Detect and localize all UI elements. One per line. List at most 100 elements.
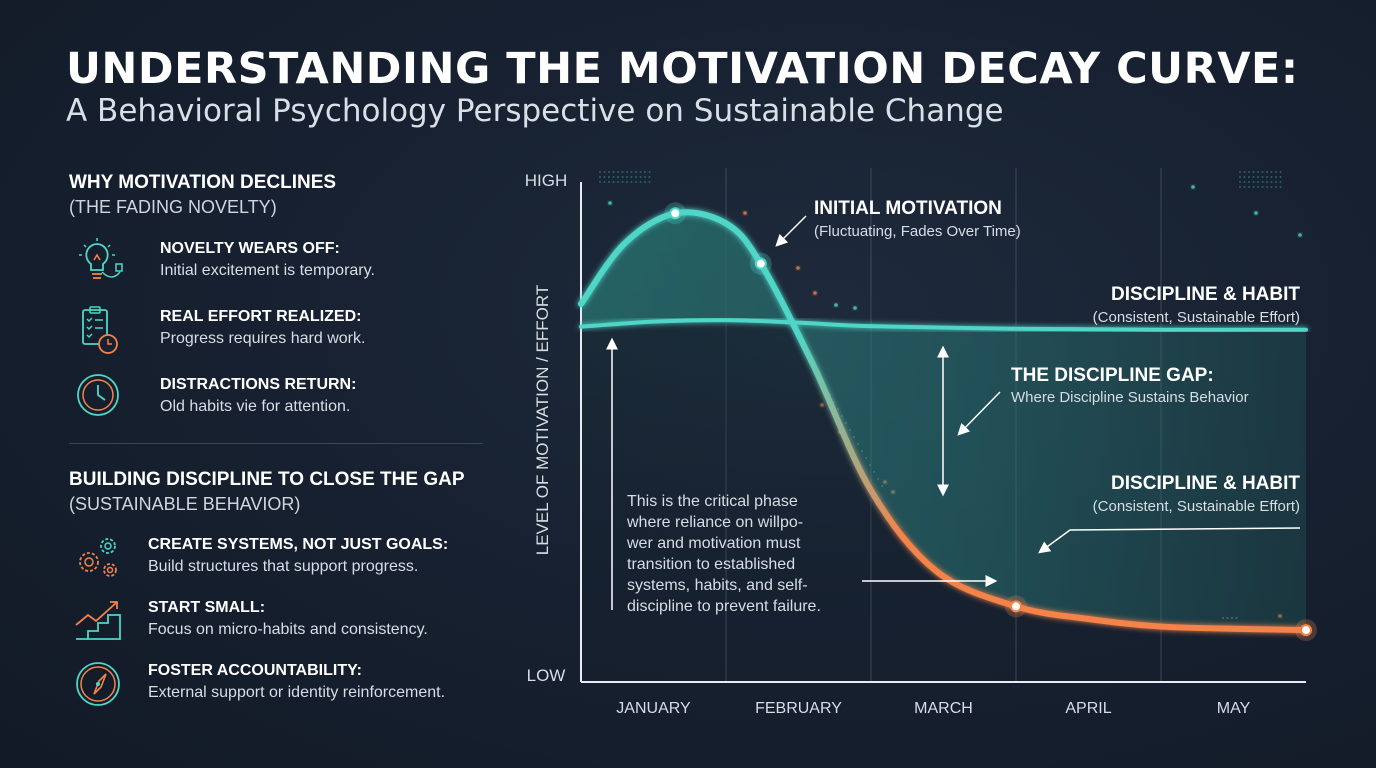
list-item-distractions: DISTRACTIONS RETURN: Old habits vie for … <box>70 372 490 428</box>
decor-dot <box>626 176 628 178</box>
chart-points <box>664 202 1317 642</box>
decor-dot <box>1275 171 1277 173</box>
decor-dot <box>608 171 610 173</box>
decor-dot <box>1239 176 1241 178</box>
decor-dot <box>1252 186 1255 188</box>
item-heading: NOVELTY WEARS OFF: <box>160 240 340 257</box>
decor-dot <box>635 176 637 178</box>
decor-dot <box>1270 171 1273 173</box>
decor-dot <box>621 176 624 178</box>
decor-dot <box>1252 171 1255 173</box>
checklist-clock-icon <box>82 306 118 354</box>
decor-dot <box>1261 176 1264 178</box>
decor-dot <box>639 171 642 173</box>
data-point <box>1300 624 1312 637</box>
decor-dot <box>603 181 606 183</box>
decor-dot <box>1239 186 1241 188</box>
decor-dot <box>612 176 615 178</box>
annotation-discipline-low-title: DISCIPLINE & HABIT <box>1111 473 1300 494</box>
critical-phase-line: wer and motivation must <box>626 535 801 552</box>
decor-dot <box>635 171 637 173</box>
item-heading: REAL EFFORT REALIZED: <box>160 308 362 325</box>
decor-dot <box>1239 171 1241 173</box>
series-line-discipline <box>579 318 1308 332</box>
item-heading: DISTRACTIONS RETURN: <box>160 376 357 393</box>
item-description: External support or identity reinforceme… <box>148 684 446 701</box>
decor-dot <box>1275 181 1277 183</box>
clock-icon <box>77 374 119 416</box>
lightbulb-icon <box>79 238 123 279</box>
arrow-gap <box>957 391 1001 436</box>
decor-dot <box>1257 181 1259 183</box>
arrow-initial-motivation <box>775 215 807 247</box>
decor-dot <box>626 181 628 183</box>
annotation-discipline-sub: (Consistent, Sustainable Effort) <box>1093 309 1300 326</box>
section-divider <box>69 443 483 444</box>
annotation-initial-motivation-title: INITIAL MOTIVATION <box>814 198 1002 219</box>
list-item-novelty: NOVELTY WEARS OFF: Initial excitement is… <box>70 236 490 292</box>
list-item-start-small: START SMALL: Focus on micro-habits and c… <box>70 595 490 651</box>
x-tick-label: JANUARY <box>616 700 691 717</box>
decor-dot <box>1270 181 1273 183</box>
decor-dot <box>1248 176 1250 178</box>
decor-dot <box>1270 176 1273 178</box>
decor-sparkle <box>1254 211 1258 215</box>
decor-dot <box>1243 181 1246 183</box>
item-description: Focus on micro-habits and consistency. <box>148 621 428 638</box>
annotation-discipline-title: DISCIPLINE & HABIT <box>1111 284 1300 305</box>
decor-dot <box>1275 186 1277 188</box>
decor-dot <box>608 176 610 178</box>
decor-dot <box>1243 176 1246 178</box>
decor-dot <box>1252 181 1255 183</box>
decor-dot <box>1266 186 1268 188</box>
decor-sparkle <box>796 266 800 270</box>
data-point <box>754 257 767 270</box>
decor-sparkle <box>1191 185 1195 189</box>
decor-dot <box>1266 176 1268 178</box>
critical-phase-line: systems, habits, and self- <box>627 577 808 594</box>
decor-sparkle <box>853 306 857 310</box>
decor-dot <box>626 171 628 173</box>
decor-dot <box>1243 186 1246 188</box>
decor-dot <box>1257 171 1259 173</box>
decor-dot <box>648 171 651 173</box>
section-title-building-discipline: BUILDING DISCIPLINE TO CLOSE THE GAP <box>69 469 465 490</box>
decor-dot <box>1279 176 1282 178</box>
annotation-gap-sub: Where Discipline Sustains Behavior <box>1011 389 1249 406</box>
motivation-decay-chart: HIGH LOW LEVEL OF MOTIVATION / EFFORT JA… <box>525 168 1317 717</box>
decor-dot <box>1243 171 1246 173</box>
decor-dot <box>612 181 615 183</box>
critical-phase-line: discipline to prevent failure. <box>627 598 821 615</box>
decor-dot <box>1270 186 1273 188</box>
critical-phase-line: where reliance on willpo- <box>626 514 803 531</box>
decor-dot <box>1279 171 1282 173</box>
list-item-effort: REAL EFFORT REALIZED: Progress requires … <box>70 304 490 360</box>
item-heading: START SMALL: <box>148 599 266 616</box>
decor-dot <box>603 171 606 173</box>
decor-dot <box>621 171 624 173</box>
decor-dot <box>621 181 624 183</box>
area-under-curve <box>581 212 1306 682</box>
decor-dot <box>1266 181 1268 183</box>
decor-dot <box>603 176 606 178</box>
decor-sparkle <box>834 303 838 307</box>
compass-icon <box>76 662 120 706</box>
list-item-systems: CREATE SYSTEMS, NOT JUST GOALS: Build st… <box>70 532 490 588</box>
page-title: UNDERSTANDING THE MOTIVATION DECAY CURVE… <box>66 44 1299 94</box>
arrow-discipline-low <box>1038 527 1301 554</box>
x-tick-label: MARCH <box>914 700 973 717</box>
decor-dot <box>1239 181 1241 183</box>
decor-dot <box>1248 186 1250 188</box>
decor-dot <box>648 181 651 183</box>
x-tick-labels: JANUARY FEBRUARY MARCH APRIL MAY <box>616 700 1250 717</box>
y-tick-high: HIGH <box>525 171 568 190</box>
decor-dot <box>630 176 633 178</box>
item-description: Build structures that support progress. <box>148 558 419 575</box>
data-point <box>1010 600 1022 613</box>
decor-dot <box>630 171 633 173</box>
decor-sparkle <box>813 291 817 295</box>
critical-phase-line: transition to established <box>627 556 795 573</box>
decor-dot <box>1275 176 1277 178</box>
decor-dot <box>639 181 642 183</box>
decor-dot <box>639 176 642 178</box>
